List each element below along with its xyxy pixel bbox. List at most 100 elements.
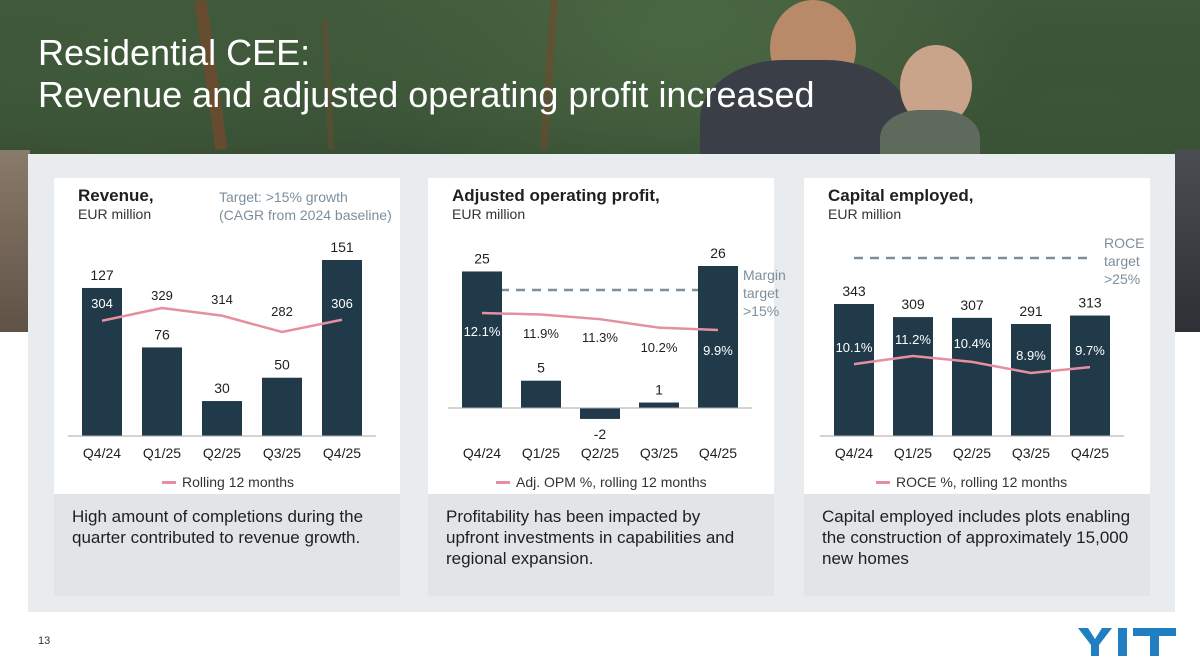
target-line-label-line: Margin	[743, 267, 786, 283]
x-axis-tick-label: Q1/25	[894, 445, 932, 461]
bar-value-label: 343	[842, 283, 866, 299]
x-axis-tick-label: Q2/25	[953, 445, 991, 461]
legend-label: ROCE %, rolling 12 months	[896, 474, 1068, 490]
bar-value-label: 30	[214, 380, 230, 396]
chart-bar	[262, 377, 302, 436]
legend-line-swatch	[496, 480, 510, 484]
x-axis-tick-label: Q3/25	[1012, 445, 1050, 461]
chart-bar	[834, 304, 874, 436]
x-axis-tick-label: Q3/25	[263, 445, 301, 461]
x-axis-tick-label: Q2/25	[581, 445, 619, 461]
rolling-series-line	[853, 354, 1091, 375]
x-axis-tick-label: Q4/25	[699, 445, 737, 461]
page-number: 13	[38, 635, 51, 647]
target-line-label-line: target	[1104, 253, 1140, 269]
capital-employed-chart: 343 309 307 291 313 Q4/24 Q1/25 Q2/25 Q3/25 Q4/25…	[820, 256, 1124, 461]
target-line-label-line: ROCE	[1104, 235, 1145, 251]
chart-bar	[698, 266, 738, 408]
bar-value-label: 76	[154, 326, 170, 342]
line-value-label: 10.1%	[836, 340, 873, 355]
chart-bar	[82, 287, 122, 436]
bar-value-label: 5	[537, 360, 545, 376]
line-value-label: 11.9%	[523, 326, 559, 341]
line-value-label: 306	[331, 296, 353, 311]
chart-plot-area: 127 76 30 50 151 Q4/24 Q1/25 Q2/25 Q3/25 Q4/25 304…	[68, 239, 376, 461]
chart-legend: Rolling 12 months	[162, 474, 294, 490]
chart-bar	[1070, 315, 1110, 436]
capital-employed-card: Capital employed, EUR million ROCE targe…	[804, 178, 1150, 496]
target-note: Target: >15% growth (CAGR from 2024 base…	[219, 188, 392, 224]
line-value-label: 282	[271, 304, 293, 319]
revenue-footnote: High amount of completions during the qu…	[54, 494, 400, 596]
legend-line-swatch	[876, 480, 890, 484]
chart-plot-area: 25 5 -2 1 26 Q4/24 Q1/25 Q2/25 Q3/25 Q4/25 12.1% 11…	[448, 245, 752, 461]
line-value-label: 11.3%	[582, 330, 618, 345]
chart-bar	[322, 260, 362, 436]
chart-title: Capital employed,	[828, 186, 974, 205]
target-line-label-line: target	[743, 285, 779, 301]
x-axis-tick-label: Q2/25	[203, 445, 241, 461]
legend-label: Adj. OPM %, rolling 12 months	[516, 474, 707, 490]
target-line-label-line: >15%	[743, 303, 780, 319]
x-axis-tick-label: Q4/25	[1071, 445, 1109, 461]
chart-bar	[202, 401, 242, 436]
line-value-label: 314	[211, 292, 233, 307]
line-value-label: 12.1%	[464, 324, 501, 339]
x-axis-tick-label: Q4/24	[835, 445, 873, 461]
x-axis-tick-label: Q4/24	[463, 445, 501, 461]
chart-legend: Adj. OPM %, rolling 12 months	[496, 474, 707, 490]
line-value-label: 9.7%	[1075, 343, 1105, 358]
line-value-label: 10.2%	[641, 340, 678, 355]
adjusted-operating-profit-footnote: Profitability has been impacted by upfro…	[428, 494, 774, 596]
chart-bar	[1011, 324, 1051, 436]
target-line-label-line: >25%	[1104, 271, 1141, 287]
x-axis-tick-label: Q1/25	[143, 445, 181, 461]
bar-value-label: 1	[655, 382, 663, 398]
chart-bar	[893, 317, 933, 436]
chart-bar	[142, 347, 182, 436]
x-axis-tick-label: Q4/24	[83, 445, 121, 461]
chart-bar	[639, 402, 679, 408]
chart-bar	[580, 408, 620, 419]
slide-title-line2: Revenue and adjusted operating profit in…	[38, 74, 815, 115]
bar-value-label: 309	[901, 296, 925, 312]
bar-value-label: 25	[474, 250, 490, 266]
x-axis-tick-label: Q4/25	[323, 445, 361, 461]
target-note-line: Target: >15% growth	[219, 189, 348, 205]
slide-title: Residential CEE: Revenue and adjusted op…	[38, 32, 938, 116]
target-line-label: Margin target >15%	[743, 266, 786, 320]
rock-decoration	[1174, 150, 1200, 332]
chart-title: Adjusted operating profit,	[452, 186, 660, 205]
adjusted-operating-profit-chart: 25 5 -2 1 26 Q4/24 Q1/25 Q2/25 Q3/25 Q4/25 12.1% 11…	[448, 245, 752, 461]
slide-title-line1: Residential CEE:	[38, 32, 311, 73]
chart-subtitle: EUR million	[78, 206, 152, 222]
adjusted-operating-profit-card: Adjusted operating profit, EUR million M…	[428, 178, 786, 496]
line-value-label: 11.2%	[895, 332, 931, 347]
chart-bar	[462, 271, 502, 408]
chart-legend: ROCE %, rolling 12 months	[876, 474, 1067, 490]
bar-value-label: 26	[710, 245, 726, 261]
bar-value-label: 151	[330, 239, 354, 255]
line-value-label: 304	[91, 296, 113, 311]
line-value-label: 8.9%	[1016, 348, 1046, 363]
x-axis-tick-label: Q3/25	[640, 445, 678, 461]
line-value-label: 10.4%	[954, 336, 991, 351]
chart-bar	[521, 380, 561, 408]
legend-label: Rolling 12 months	[182, 474, 295, 490]
line-value-label: 329	[151, 288, 173, 303]
bar-value-label: 50	[274, 357, 290, 373]
bar-value-label: 127	[90, 267, 114, 283]
target-line-label: ROCE target >25%	[1104, 234, 1144, 288]
bar-value-label: 313	[1078, 295, 1102, 311]
yit-logo	[1078, 628, 1176, 656]
chart-title: Revenue,	[78, 186, 154, 205]
bar-value-label: 291	[1019, 303, 1043, 319]
revenue-card: Revenue, EUR million Target: >15% growth…	[54, 178, 400, 496]
legend-line-swatch	[162, 480, 176, 484]
rolling-series-line	[101, 306, 343, 334]
capital-employed-footnote: Capital employed includes plots enabling…	[804, 494, 1150, 596]
revenue-chart: 127 76 30 50 151 Q4/24 Q1/25 Q2/25 Q3/25 Q4/25 304…	[68, 239, 376, 461]
chart-bar	[952, 317, 992, 436]
rolling-series-line	[481, 311, 719, 332]
bar-value-label: -2	[594, 426, 607, 442]
